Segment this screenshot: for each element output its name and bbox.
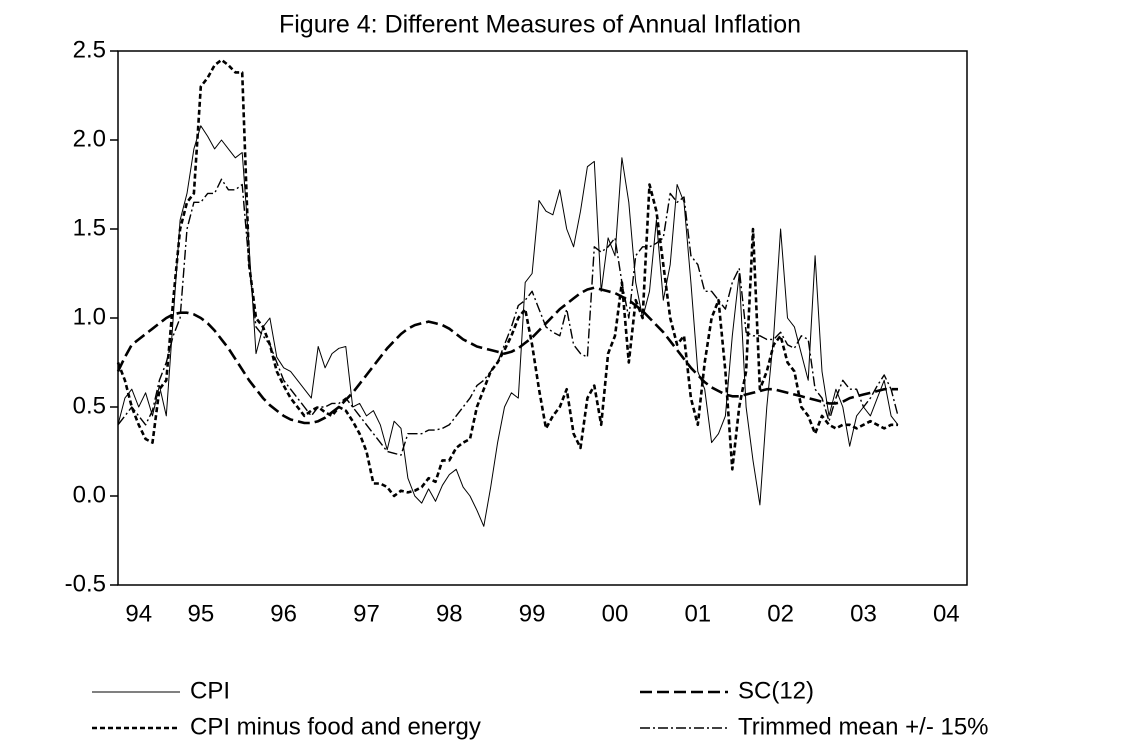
chart-title: Figure 4: Different Measures of Annual I… (279, 11, 801, 39)
x-tick-label: 01 (684, 600, 711, 627)
series-line (116, 58, 898, 498)
legend-label: Trimmed mean +/- 15% (738, 713, 989, 740)
y-tick-label: 0.0 (73, 481, 106, 508)
y-tick-label: 2.5 (73, 36, 106, 63)
x-tick-label: 97 (353, 600, 380, 627)
x-tick-label: 00 (602, 600, 629, 627)
series-line (116, 286, 898, 425)
y-tick-label: 0.5 (73, 392, 106, 419)
legend-label: CPI minus food and energy (190, 713, 481, 740)
x-tick-label: 02 (767, 600, 794, 627)
x-tick-label: 94 (125, 600, 152, 627)
x-tick-label: 99 (519, 600, 546, 627)
x-tick-label: 95 (187, 600, 214, 627)
x-tick-label: 03 (850, 600, 877, 627)
x-tick-label: 98 (436, 600, 463, 627)
legend-label: CPI (190, 677, 230, 704)
x-tick-label: 04 (933, 600, 960, 627)
y-tick-label: 1.0 (73, 303, 106, 330)
x-tick-label: 96 (270, 600, 297, 627)
y-tick-label: 2.0 (73, 125, 106, 152)
legend-label: SC(12) (738, 677, 814, 704)
y-tick-label: -0.5 (65, 570, 106, 597)
series-line (117, 125, 899, 527)
series-line (117, 178, 899, 456)
y-tick-label: 1.5 (73, 214, 106, 241)
